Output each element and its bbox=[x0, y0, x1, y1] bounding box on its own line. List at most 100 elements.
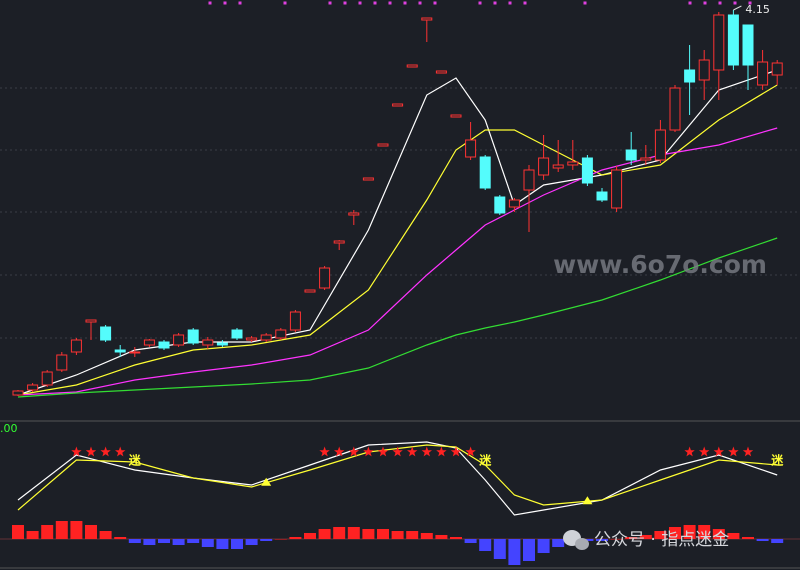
oscillator-line bbox=[17, 441, 778, 516]
moving-average-line bbox=[17, 237, 778, 398]
histogram-bar bbox=[727, 533, 740, 539]
histogram-bar bbox=[333, 527, 346, 539]
histogram-bar bbox=[55, 521, 68, 539]
histogram-bar bbox=[669, 527, 681, 539]
candle-body bbox=[538, 157, 550, 176]
histogram-bar bbox=[201, 539, 214, 547]
top-dot bbox=[733, 1, 737, 5]
star-signal bbox=[71, 446, 82, 457]
top-dot bbox=[223, 1, 227, 5]
top-dot bbox=[418, 1, 422, 5]
star-signal bbox=[728, 446, 739, 457]
histogram-bar bbox=[128, 539, 141, 543]
histogram-bar bbox=[289, 537, 302, 539]
top-dot bbox=[283, 1, 287, 5]
top-dot bbox=[688, 1, 692, 5]
star-signal bbox=[742, 446, 754, 457]
candle-body bbox=[27, 384, 39, 391]
top-dot bbox=[748, 1, 752, 5]
candle-body bbox=[450, 114, 462, 118]
histogram-bar bbox=[552, 539, 565, 547]
histogram-bar bbox=[625, 537, 638, 539]
candle-body bbox=[129, 351, 141, 354]
candle-body bbox=[289, 311, 301, 331]
candle-body bbox=[260, 334, 272, 341]
top-dot bbox=[493, 1, 497, 5]
candle-body bbox=[684, 69, 696, 83]
histogram-bar bbox=[493, 539, 506, 559]
histogram-bar bbox=[41, 525, 54, 539]
star-signal bbox=[363, 446, 374, 457]
histogram-bar bbox=[260, 539, 273, 541]
histogram-bar bbox=[362, 529, 375, 539]
candle-body bbox=[41, 371, 53, 386]
candle-body bbox=[85, 319, 97, 323]
histogram-bar bbox=[304, 533, 316, 539]
candle-body bbox=[421, 17, 433, 21]
histogram-bar bbox=[450, 537, 462, 539]
top-dot bbox=[208, 1, 212, 5]
cross-signal bbox=[582, 496, 593, 505]
high-label: 4.15 bbox=[745, 3, 770, 16]
candle-body bbox=[348, 212, 360, 216]
candle-body bbox=[581, 157, 593, 184]
candle-body bbox=[333, 240, 345, 244]
top-dot bbox=[583, 1, 587, 5]
histogram-bar bbox=[435, 535, 448, 539]
candle-body bbox=[275, 329, 287, 339]
candle-body bbox=[742, 24, 754, 66]
star-signal bbox=[436, 446, 447, 457]
star-signal bbox=[684, 446, 695, 457]
histogram-bar bbox=[683, 525, 696, 539]
star-signal bbox=[421, 446, 432, 457]
top-dot bbox=[373, 1, 377, 5]
star-signal bbox=[465, 446, 476, 457]
star-signal bbox=[407, 446, 418, 457]
high-marker bbox=[733, 5, 742, 11]
candle-body bbox=[669, 87, 681, 131]
escape-signal: 迷 bbox=[478, 453, 492, 468]
histogram-bar bbox=[274, 539, 287, 540]
top-dot bbox=[478, 1, 482, 5]
account-label: 公众号 · 指点迷金 bbox=[594, 530, 729, 550]
histogram-bar bbox=[698, 525, 711, 539]
candle-body bbox=[12, 390, 24, 396]
histogram-bar bbox=[12, 525, 24, 539]
histogram-bar bbox=[377, 529, 389, 539]
histogram-bar bbox=[420, 533, 433, 539]
histogram-bar bbox=[742, 537, 754, 539]
histogram-bar bbox=[610, 539, 623, 540]
candle-body bbox=[596, 191, 608, 201]
star-signal bbox=[319, 446, 330, 457]
histogram-bar bbox=[99, 531, 112, 539]
candle-body bbox=[231, 329, 243, 339]
candle-body bbox=[552, 164, 564, 169]
candle-body bbox=[158, 341, 170, 349]
histogram-bar bbox=[581, 539, 594, 541]
top-dot bbox=[343, 1, 347, 5]
candle-body bbox=[406, 64, 418, 68]
candle-body bbox=[392, 103, 404, 107]
candle-body bbox=[114, 349, 126, 353]
candle-body bbox=[465, 139, 477, 158]
candle-body bbox=[654, 129, 666, 161]
histogram-bar bbox=[158, 539, 170, 543]
histogram-bar bbox=[464, 539, 477, 543]
histogram-bar bbox=[523, 539, 535, 561]
candle-body bbox=[56, 354, 68, 371]
star-signal bbox=[100, 446, 111, 457]
histogram-bar bbox=[406, 531, 419, 539]
histogram-bar bbox=[216, 539, 229, 549]
star-signal bbox=[392, 446, 403, 457]
histogram-bar bbox=[756, 539, 769, 541]
candle-body bbox=[246, 337, 258, 341]
candle-body bbox=[100, 326, 112, 341]
star-signal bbox=[450, 446, 462, 457]
moving-average-line bbox=[17, 84, 778, 396]
histogram-bar bbox=[70, 521, 83, 539]
top-dot bbox=[403, 1, 407, 5]
indicator-label: .00 bbox=[0, 422, 18, 435]
candle-body bbox=[187, 329, 199, 344]
histogram-bar bbox=[771, 539, 784, 543]
